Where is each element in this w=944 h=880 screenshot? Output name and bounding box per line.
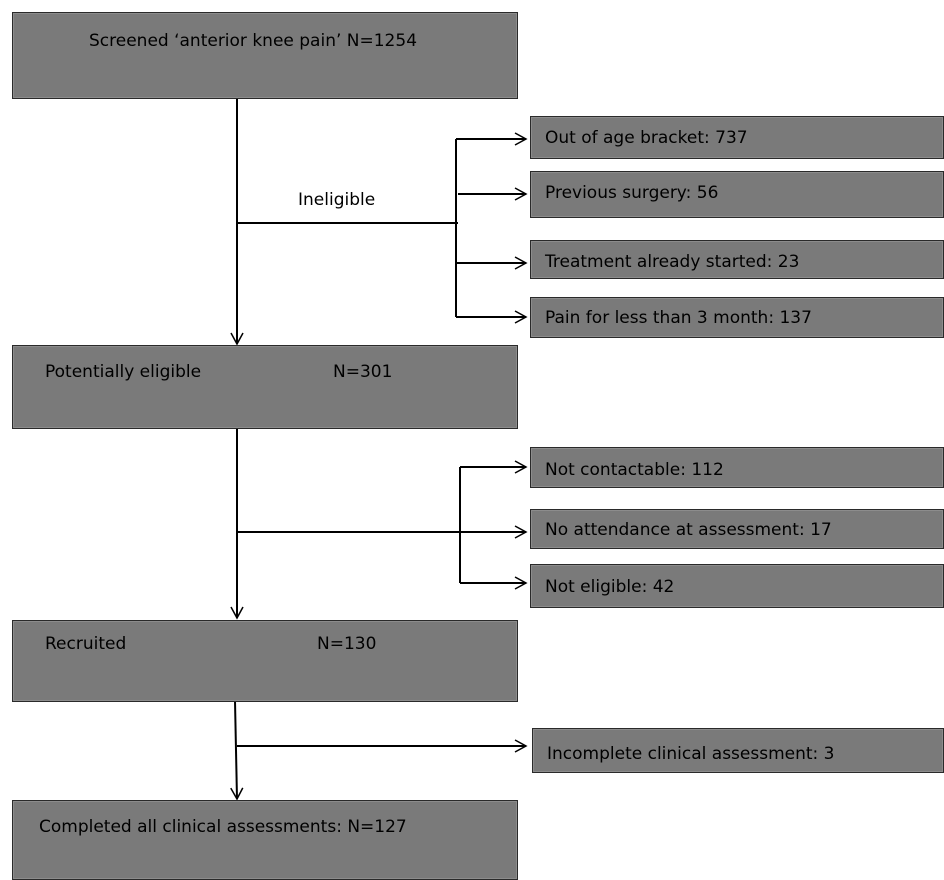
- completed-label: Completed all clinical assessments: N=12…: [39, 817, 407, 837]
- exclusion-box: Pain for less than 3 month: 137: [530, 297, 944, 338]
- ineligible-label: Ineligible: [298, 190, 376, 210]
- exclusion-label: Incomplete clinical assessment: 3: [547, 744, 835, 764]
- exclusion-box: Incomplete clinical assessment: 3: [532, 728, 944, 773]
- exclusion-label: Out of age bracket: 737: [545, 128, 748, 148]
- recruited-label: Recruited: [45, 634, 127, 654]
- exclusion-label: Pain for less than 3 month: 137: [545, 308, 812, 328]
- potentially-eligible-count: N=301: [333, 362, 393, 382]
- potentially-eligible-label: Potentially eligible: [45, 362, 202, 382]
- potentially-eligible-box: Potentially eligible N=301: [12, 345, 518, 429]
- exclusion-label: No attendance at assessment: 17: [545, 520, 832, 540]
- exclusion-box: Not contactable: 112: [530, 447, 944, 488]
- exclusion-box: Out of age bracket: 737: [530, 116, 944, 159]
- exclusion-box: Previous surgery: 56: [530, 171, 944, 218]
- exclusion-label: Previous surgery: 56: [545, 183, 719, 203]
- exclusion-box: No attendance at assessment: 17: [530, 509, 944, 549]
- screened-label: Screened ‘anterior knee pain’ N=1254: [89, 31, 418, 51]
- recruited-count: N=130: [317, 634, 377, 654]
- exclusion-label: Not eligible: 42: [545, 577, 675, 597]
- recruited-box: Recruited N=130: [12, 620, 518, 702]
- exclusion-box: Not eligible: 42: [530, 564, 944, 608]
- exclusion-label: Not contactable: 112: [545, 460, 724, 480]
- exclusion-label: Treatment already started: 23: [545, 252, 800, 272]
- arrow-recruited-to-completed: [230, 700, 244, 801]
- screened-box: Screened ‘anterior knee pain’ N=1254: [12, 12, 518, 99]
- completed-box: Completed all clinical assessments: N=12…: [12, 800, 518, 880]
- exclusion-box: Treatment already started: 23: [530, 240, 944, 279]
